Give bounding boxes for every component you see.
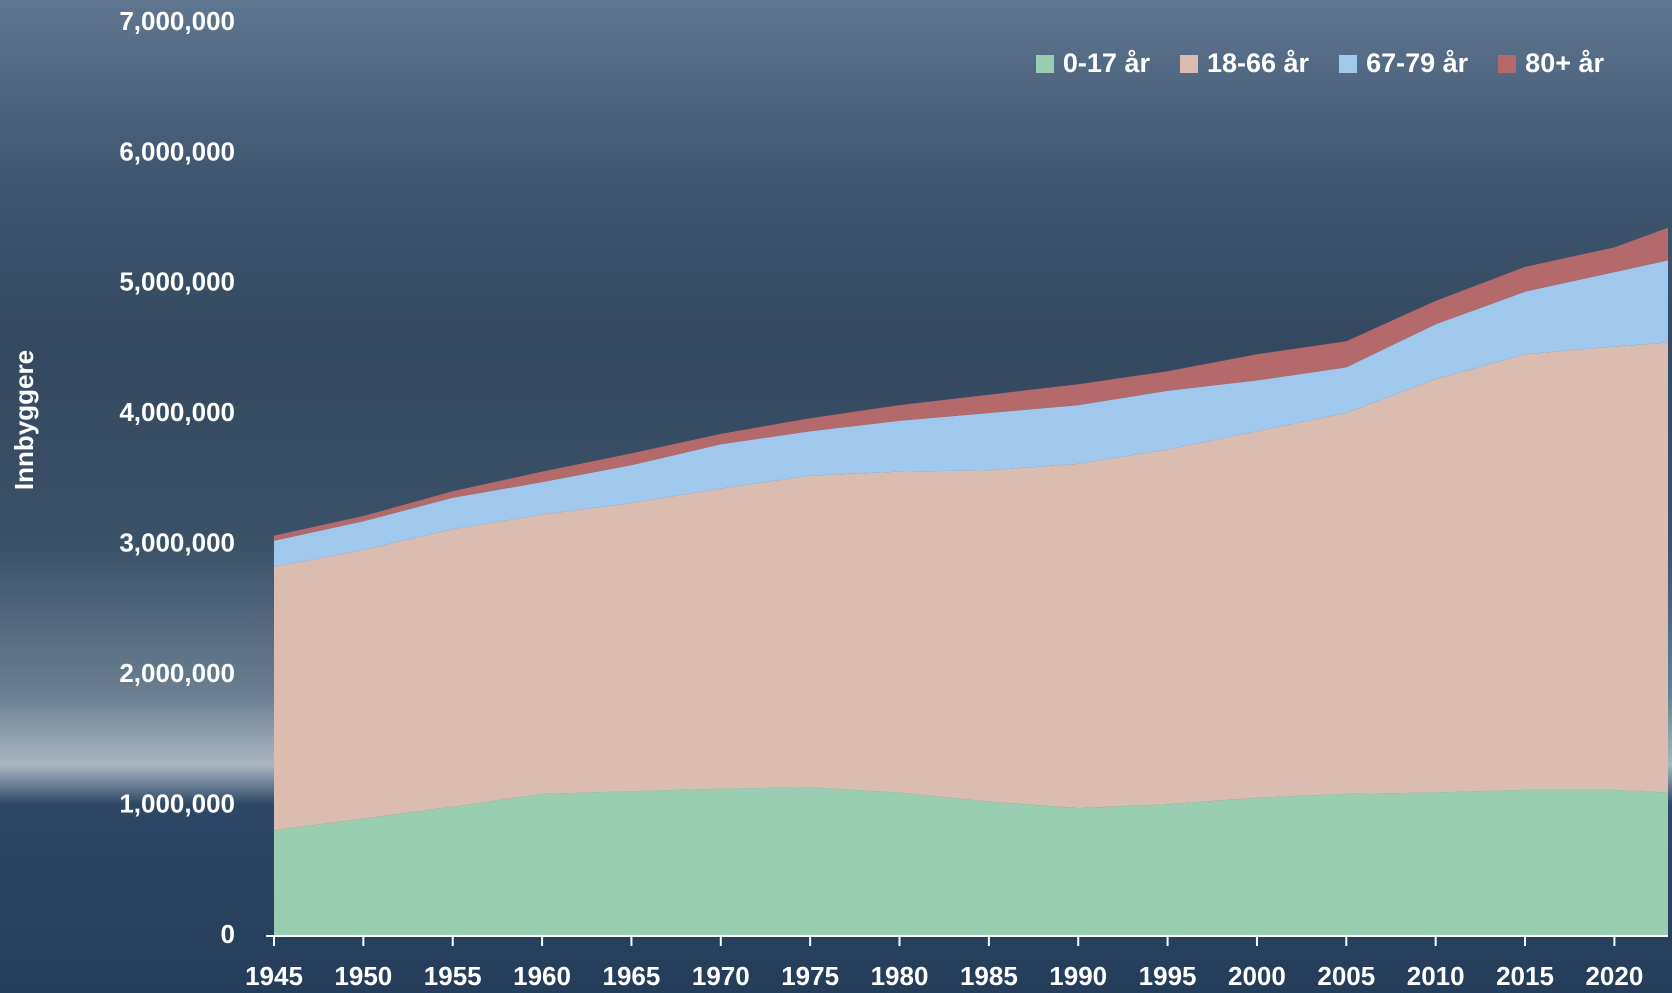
x-tick-label: 1980 — [871, 961, 929, 991]
x-tick-label: 1965 — [603, 961, 661, 991]
legend-swatch — [1498, 54, 1517, 73]
area — [274, 227, 1668, 541]
legend-swatch — [1339, 54, 1358, 73]
x-tick-label: 2015 — [1496, 961, 1554, 991]
y-tick-label: 7,000,000 — [119, 6, 235, 36]
legend-label: 80+ år — [1525, 48, 1604, 78]
y-tick-label: 5,000,000 — [119, 267, 235, 297]
x-tick-label: 2010 — [1407, 961, 1465, 991]
legend-item: 67-79 år — [1339, 48, 1468, 79]
x-tick-label: 1960 — [513, 961, 571, 991]
y-tick-label: 4,000,000 — [119, 397, 235, 427]
y-tick-label: 0 — [221, 919, 235, 949]
y-tick-label: 3,000,000 — [119, 528, 235, 558]
y-axis-label: Innbyggere — [9, 350, 39, 490]
x-tick-label: 2000 — [1228, 961, 1286, 991]
legend-item: 18-66 år — [1179, 48, 1310, 79]
legend-swatch — [1179, 54, 1198, 73]
x-tick-label: 2005 — [1317, 961, 1375, 991]
x-tick-label: 1970 — [692, 961, 750, 991]
x-tick-label: 1955 — [424, 961, 482, 991]
x-tick-label: 1995 — [1139, 961, 1197, 991]
legend-swatch — [1035, 54, 1054, 73]
legend-item: 80+ år — [1498, 48, 1604, 79]
y-tick-label: 1,000,000 — [119, 788, 235, 818]
area — [274, 787, 1668, 936]
x-tick-label: 1950 — [334, 961, 392, 991]
legend: 0-17 år 18-66 år 67-79 år 80+ år — [1035, 48, 1604, 79]
x-tick-label: 1990 — [1049, 961, 1107, 991]
legend-label: 67-79 år — [1366, 48, 1469, 78]
legend-item: 0-17 år — [1035, 48, 1150, 79]
x-tick-label: 1975 — [781, 961, 839, 991]
y-tick-label: 6,000,000 — [119, 136, 235, 166]
x-tick-label: 1945 — [245, 961, 303, 991]
x-tick-label: 2020 — [1585, 961, 1643, 991]
x-tick-label: 1985 — [960, 961, 1018, 991]
legend-label: 0-17 år — [1062, 48, 1150, 78]
legend-label: 18-66 år — [1206, 48, 1310, 78]
y-tick-label: 2,000,000 — [119, 658, 235, 688]
area — [274, 342, 1668, 831]
area — [274, 260, 1668, 567]
